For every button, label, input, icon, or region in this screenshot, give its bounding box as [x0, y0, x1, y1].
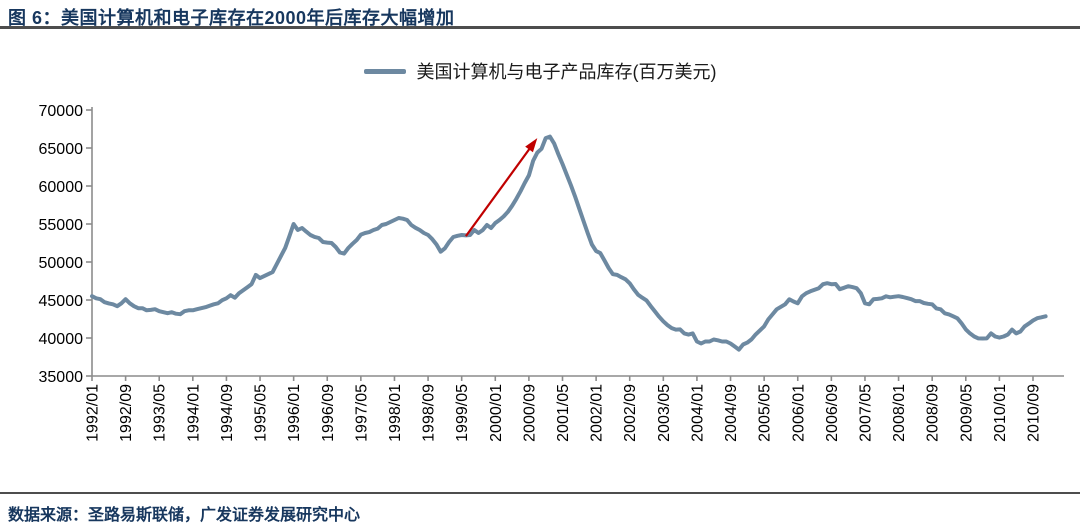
x-tick-label: 1998/09	[421, 384, 438, 442]
y-tick-label: 65000	[39, 141, 84, 158]
x-tick-label: 2007/05	[857, 384, 874, 442]
y-tick-label: 45000	[39, 293, 84, 310]
trend-arrow-shaft	[464, 146, 532, 237]
x-tick-label: 2002/01	[589, 384, 606, 442]
x-tick-label: 2010/09	[1026, 384, 1043, 442]
y-tick-label: 40000	[39, 331, 84, 348]
x-tick-label: 1992/01	[85, 384, 102, 442]
title-divider	[0, 26, 1080, 29]
x-tick-label: 1997/05	[353, 384, 370, 442]
y-tick-label: 70000	[39, 103, 84, 120]
x-tick-label: 2005/05	[757, 384, 774, 442]
data-source: 数据来源：圣路易斯联储，广发证券发展研究中心	[8, 507, 361, 524]
x-tick-label: 1998/01	[387, 384, 404, 442]
x-tick-label: 1996/09	[320, 384, 337, 442]
x-tick-label: 2006/01	[790, 384, 807, 442]
x-tick-label: 2001/05	[555, 384, 572, 442]
x-tick-label: 2008/01	[891, 384, 908, 442]
x-tick-label: 1993/05	[152, 384, 169, 442]
x-tick-label: 2004/09	[723, 384, 740, 442]
x-tick-label: 2006/09	[824, 384, 841, 442]
legend-label: 美国计算机与电子产品库存(百万美元)	[416, 62, 717, 82]
x-tick-label: 1994/09	[219, 384, 236, 442]
x-tick-label: 2004/01	[689, 384, 706, 442]
y-tick-label: 55000	[39, 217, 84, 234]
x-tick-label: 1994/01	[185, 384, 202, 442]
y-tick-label: 50000	[39, 255, 84, 272]
chart-legend: 美国计算机与电子产品库存(百万美元)	[0, 59, 1080, 83]
footer-divider	[0, 492, 1080, 494]
x-tick-label: 2008/09	[925, 384, 942, 442]
legend-line-swatch	[363, 68, 406, 74]
x-tick-label: 2000/01	[488, 384, 505, 442]
y-tick-label: 60000	[39, 179, 84, 196]
inventory-line	[90, 134, 1048, 352]
x-tick-label: 2002/09	[622, 384, 639, 442]
x-tick-label: 2009/05	[958, 384, 975, 442]
x-tick-label: 1996/01	[286, 384, 303, 442]
x-tick-label: 1992/09	[118, 384, 135, 442]
x-tick-label: 1999/05	[454, 384, 471, 442]
trend-arrow-head	[525, 138, 538, 153]
x-tick-label: 2003/05	[656, 384, 673, 442]
x-tick-label: 2000/09	[521, 384, 538, 442]
x-tick-label: 2010/01	[992, 384, 1009, 442]
figure-title: 图 6：美国计算机和电子库存在2000年后库存大幅增加	[8, 8, 455, 28]
y-tick-label: 35000	[39, 369, 84, 386]
x-tick-label: 1995/05	[253, 384, 270, 442]
